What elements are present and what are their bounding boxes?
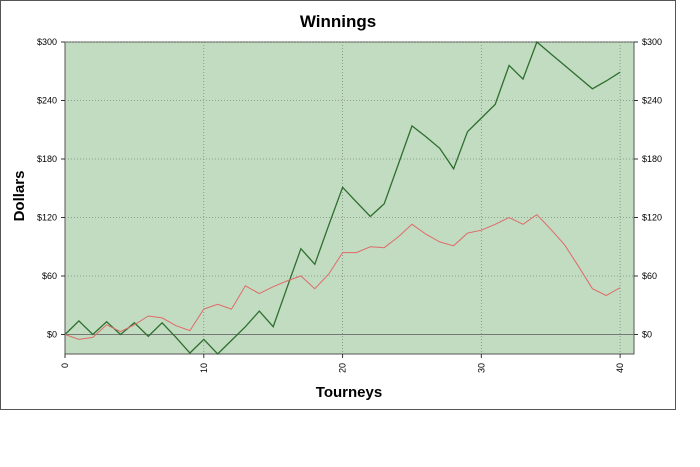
y-tick-label-right: $0 [642, 330, 652, 340]
x-axis-title: Tourneys [316, 384, 382, 401]
x-tick-label: 30 [476, 363, 486, 373]
axis-ticks: $0 $0 $60 $60 $120 $120 $180 $180 $240 $240 $300 $3… [37, 37, 662, 373]
y-tick-label-left: $120 [37, 213, 57, 223]
x-tick-label: 0 [60, 363, 70, 368]
x-tick-label: 10 [199, 363, 209, 373]
y-axis-title: Dollars [11, 171, 28, 222]
y-tick-label-left: $60 [42, 271, 57, 281]
x-tick-label: 20 [338, 363, 348, 373]
plot-area [64, 41, 635, 355]
x-tick-label: 40 [615, 363, 625, 373]
y-tick-label-right: $180 [642, 154, 662, 164]
y-tick-label-left: $300 [37, 37, 57, 47]
y-tick-label-left: $240 [37, 96, 57, 106]
y-tick-label-left: $0 [47, 330, 57, 340]
series-layer [64, 40, 621, 355]
y-tick-label-right: $240 [642, 96, 662, 106]
y-tick-label-right: $300 [642, 37, 662, 47]
chart-title: Winnings [300, 12, 376, 31]
y-tick-label-right: $60 [642, 271, 657, 281]
y-tick-label-left: $180 [37, 154, 57, 164]
series-line-2 [64, 213, 621, 340]
y-tick-label-right: $120 [642, 213, 662, 223]
series-line-1 [64, 40, 621, 355]
